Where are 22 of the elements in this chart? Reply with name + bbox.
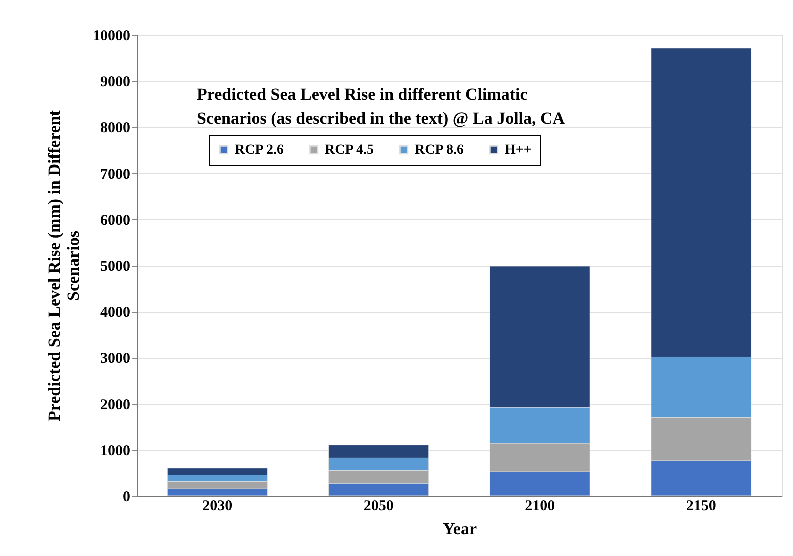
y-tick-label: 7000 bbox=[100, 166, 130, 183]
y-axis-title: Predicted Sea Level Rise (mm) in Different Scenarios bbox=[45, 110, 83, 422]
y-tick-label: 1000 bbox=[100, 443, 130, 460]
y-tick-label: 3000 bbox=[100, 351, 130, 368]
legend-label: RCP 2.6 bbox=[235, 143, 284, 158]
y-tick-label: 10000 bbox=[93, 28, 130, 44]
x-tick-label: 2100 bbox=[525, 498, 556, 514]
text: Predicted Sea Level Rise in different Climatic Scenarios (as described in the text) @ La Jolla, CA bbox=[197, 85, 566, 128]
y-tick-label: 9000 bbox=[100, 74, 130, 91]
y-tick-label: 6000 bbox=[100, 212, 130, 229]
y-tick-label: 4000 bbox=[100, 305, 130, 322]
y-tick-label: 0 bbox=[123, 490, 130, 506]
x-tick-label: 2050 bbox=[364, 498, 394, 514]
y-tick-label: 8000 bbox=[100, 120, 130, 137]
legend-label: RCP 4.5 bbox=[325, 143, 374, 158]
y-tick-label: 2000 bbox=[100, 397, 130, 414]
x-axis-title: Year bbox=[443, 520, 478, 538]
legend-label: H++ bbox=[505, 143, 532, 158]
legend-label: RCP 8.6 bbox=[415, 143, 464, 158]
x-tick-label: 2030 bbox=[202, 498, 233, 514]
y-tick-label: 5000 bbox=[100, 259, 130, 275]
x-tick-label: 2150 bbox=[686, 498, 716, 514]
